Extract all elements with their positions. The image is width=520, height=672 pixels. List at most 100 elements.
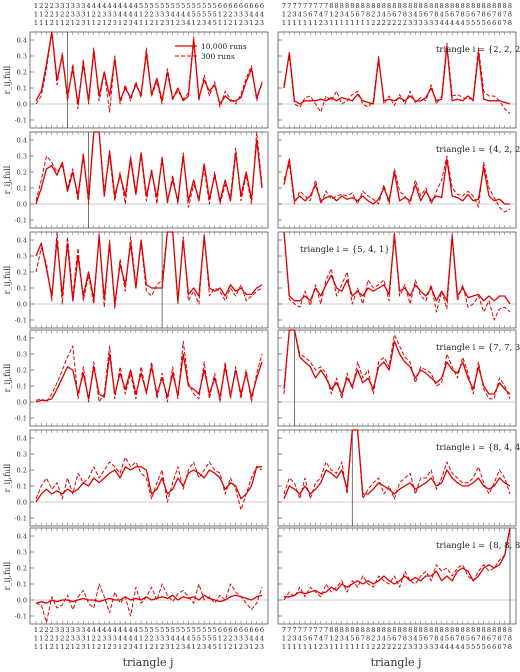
- bottom-triangle-digit: 4: [129, 626, 133, 634]
- bottom-triangle-digit: 1: [155, 643, 159, 651]
- top-triangle-digit: 2: [382, 19, 386, 27]
- bottom-triangle-digit: 5: [165, 626, 169, 634]
- top-triangle-digit: 3: [434, 19, 438, 27]
- bottom-triangle-digit: 5: [192, 626, 196, 634]
- top-triangle-digit: 4: [298, 11, 302, 19]
- top-triangle-digit: 7: [503, 11, 507, 19]
- y-tick-label: 0.1: [17, 185, 27, 193]
- bottom-triangle-digit: 8: [466, 626, 470, 634]
- y-tick-label: 0.1: [17, 85, 27, 93]
- panel-right-3: triangle i = {7, 7, 3}: [277, 329, 520, 427]
- bottom-triangle-digit: 8: [476, 626, 480, 634]
- panel-right-0: triangle i = {2, 2, 2}: [277, 31, 520, 129]
- top-triangle-digit: 4: [171, 11, 175, 19]
- top-triangle-digit: 4: [461, 19, 465, 27]
- top-triangle-digit: 2: [223, 11, 227, 19]
- bottom-triangle-digit: 8: [440, 626, 444, 634]
- bottom-triangle-digit: 3: [413, 643, 417, 651]
- top-triangle-digit: 1: [55, 19, 59, 27]
- bottom-triangle-digit: 3: [239, 635, 243, 643]
- bottom-triangle-digit: 7: [361, 635, 365, 643]
- top-triangle-digit: 4: [207, 19, 211, 27]
- top-triangle-digit: 3: [260, 19, 264, 27]
- bottom-triangle-digit: 8: [434, 626, 438, 634]
- bottom-triangle-digit: 3: [234, 635, 238, 643]
- bottom-triangle-digit: 1: [361, 643, 365, 651]
- bottom-triangle-digit: 4: [123, 635, 127, 643]
- bottom-triangle-digit: 1: [55, 643, 59, 651]
- top-triangle-digit: 3: [408, 11, 412, 19]
- bottom-triangle-digit: 8: [503, 626, 507, 634]
- bottom-triangle-digit: 2: [50, 635, 54, 643]
- y-tick-label: 0.3: [17, 549, 27, 557]
- bottom-triangle-digit: 8: [392, 626, 396, 634]
- top-triangle-digit: 1: [361, 19, 365, 27]
- bottom-triangle-digit: 2: [65, 643, 69, 651]
- top-triangle-digit: 3: [429, 19, 433, 27]
- top-triangle-digit: 8: [487, 2, 491, 10]
- bottom-triangle-digit: 2: [97, 643, 101, 651]
- top-triangle-digit: 1: [329, 11, 333, 19]
- top-triangle-digit: 4: [440, 11, 444, 19]
- bottom-triangle-digit: 2: [371, 635, 375, 643]
- top-triangle-digit: 4: [249, 11, 253, 19]
- bottom-triangle-digit: 5: [160, 626, 164, 634]
- top-triangle-digit: 6: [249, 2, 253, 10]
- bottom-triangle-digit: 4: [461, 643, 465, 651]
- triangle-annotation: triangle i = {7, 7, 3}: [436, 343, 520, 353]
- top-triangle-digit: 5: [387, 11, 391, 19]
- bottom-triangle-digit: 1: [55, 635, 59, 643]
- bottom-triangle-digit: 3: [424, 643, 428, 651]
- bottom-triangle-digit: 7: [287, 626, 291, 634]
- top-triangle-digit: 5: [144, 2, 148, 10]
- bottom-triangle-digit: 2: [50, 626, 54, 634]
- top-triangle-digit: 1: [282, 11, 286, 19]
- bottom-triangle-digit: 6: [234, 626, 238, 634]
- bottom-triangle-digit: 8: [461, 635, 465, 643]
- top-triangle-digit: 6: [255, 2, 259, 10]
- bottom-triangle-digit: 8: [356, 626, 360, 634]
- top-triangle-digit: 4: [345, 11, 349, 19]
- top-triangle-digit: 5: [445, 11, 449, 19]
- y-tick-label: 0.4: [17, 137, 27, 145]
- top-triangle-digit: 2: [403, 19, 407, 27]
- y-axis-label: r_ij,full: [3, 561, 12, 590]
- bottom-triangle-digit: 8: [508, 626, 512, 634]
- bottom-triangle-digit: 3: [81, 643, 85, 651]
- bottom-triangle-digit: 1: [39, 635, 43, 643]
- bottom-triangle-digit: 1: [218, 643, 222, 651]
- bottom-triangle-digit: 2: [150, 643, 154, 651]
- bottom-triangle-digit: 5: [213, 626, 217, 634]
- y-tick-label: 0.0: [17, 597, 27, 605]
- top-triangle-digit: 2: [239, 19, 243, 27]
- bottom-triangle-digit: 5: [197, 626, 201, 634]
- series-300-runs-line: [283, 42, 511, 114]
- bottom-triangle-digit: 2: [65, 635, 69, 643]
- bottom-triangle-digit: 3: [429, 643, 433, 651]
- bottom-triangle-digit: 4: [129, 635, 133, 643]
- top-triangle-digit: 2: [39, 2, 43, 10]
- bottom-triangle-digit: 5: [186, 626, 190, 634]
- top-triangle-digit: 7: [324, 11, 328, 19]
- top-triangle-digit: 5: [476, 19, 480, 27]
- top-triangle-digit: 8: [377, 2, 381, 10]
- top-triangle-digit: 3: [71, 11, 75, 19]
- top-triangle-digit: 3: [165, 11, 169, 19]
- bottom-triangle-digit: 4: [413, 635, 417, 643]
- top-triangle-digit: 6: [234, 2, 238, 10]
- top-triangle-digit: 1: [345, 19, 349, 27]
- top-triangle-digit: 8: [440, 2, 444, 10]
- top-triangle-digit: 7: [308, 2, 312, 10]
- bottom-triangle-digit: 7: [503, 643, 507, 651]
- top-triangle-digit: 1: [60, 19, 64, 27]
- top-triangle-digit: 8: [508, 11, 512, 19]
- bottom-triangle-digit: 3: [165, 643, 169, 651]
- bottom-triangle-digit: 4: [171, 635, 175, 643]
- top-triangle-digit: 5: [350, 11, 354, 19]
- top-triangle-digit: 5: [192, 11, 196, 19]
- bottom-triangle-digit: 3: [129, 643, 133, 651]
- top-triangle-digit: 5: [466, 11, 470, 19]
- bottom-triangle-digit: 8: [366, 626, 370, 634]
- bottom-triangle-digit: 8: [434, 635, 438, 643]
- top-tick-labels: 1112112212223113213223313323334114214224…: [34, 2, 512, 27]
